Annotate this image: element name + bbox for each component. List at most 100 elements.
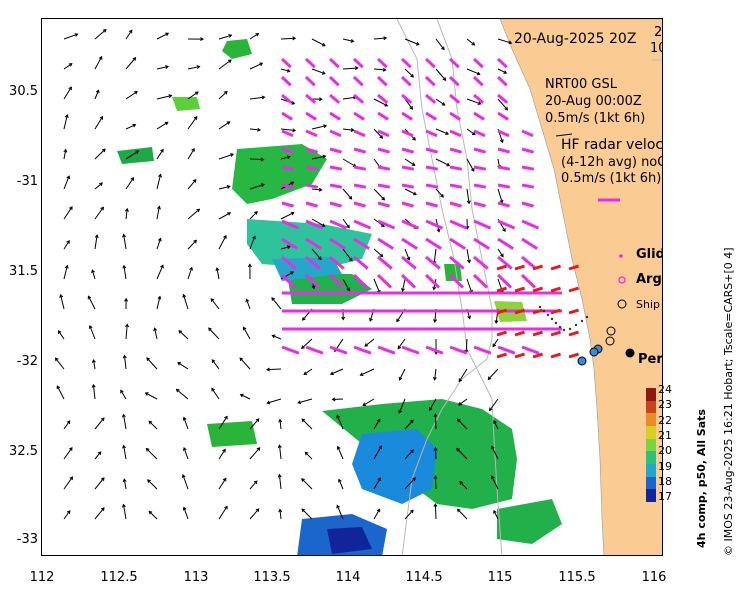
current-arrow-head	[322, 154, 327, 159]
current-arrow	[311, 38, 326, 47]
current-arrow	[146, 448, 158, 460]
colorbar-segment	[646, 413, 656, 427]
hf-radar-arrow	[401, 237, 419, 250]
current-arrow	[373, 37, 387, 40]
hf-radar-arrow	[305, 165, 319, 171]
current-arrow-head	[441, 46, 445, 51]
current-arrow	[404, 98, 413, 110]
current-arrow-head	[261, 95, 266, 100]
hf-radar-arrow	[401, 111, 413, 121]
current-arrow	[497, 188, 503, 203]
current-arrow	[272, 334, 282, 340]
current-arrow	[63, 175, 70, 190]
hf-radar-arrow	[424, 57, 436, 69]
current-arrow	[56, 385, 65, 400]
current-arrow	[342, 38, 354, 42]
current-arrow-head	[459, 481, 463, 485]
current-arrow-head	[196, 65, 201, 69]
current-arrow-head	[329, 371, 334, 376]
current-arrow	[457, 508, 468, 520]
current-arrow	[93, 359, 96, 370]
current-arrow-head	[69, 476, 74, 481]
hf-radar-arrow	[353, 147, 366, 154]
current-arrow	[466, 278, 473, 293]
current-arrow-head	[336, 504, 340, 509]
current-arrow	[218, 416, 228, 430]
hf-radar-arrow	[329, 93, 341, 104]
current-arrow	[125, 177, 134, 190]
current-arrow-head	[492, 343, 497, 348]
current-arrow-head	[100, 206, 104, 211]
current-arrow	[404, 188, 417, 196]
hf-radar-arrow	[449, 219, 468, 230]
hf-radar-arrow	[497, 237, 515, 250]
hf-radar-arrow	[448, 75, 460, 87]
current-arrow	[337, 446, 344, 460]
current-arrow-head	[63, 148, 68, 153]
current-arrow	[336, 415, 344, 430]
current-arrow-head	[97, 451, 102, 456]
current-arrow	[218, 153, 234, 160]
hf-radar-arrow	[449, 255, 465, 270]
current-arrow-head	[304, 451, 309, 456]
current-arrow	[435, 38, 445, 50]
current-arrow	[373, 477, 381, 490]
hf-radar-arrow	[425, 183, 439, 189]
hf-radar-arrow	[473, 219, 492, 230]
current-arrow	[338, 479, 344, 490]
map-plot[interactable]: 20-Aug-2025 20Z 200m 1000m NRT00 GSL 20-…	[41, 18, 663, 556]
ship-label: Ship	[636, 298, 660, 311]
colorbar-segment	[646, 451, 656, 465]
hf-radar-arrow	[328, 75, 340, 87]
isobath-200m	[396, 19, 503, 555]
current-arrow-head	[490, 475, 495, 480]
current-arrow	[456, 448, 468, 460]
current-arrow	[218, 449, 226, 460]
current-arrow	[249, 183, 265, 190]
current-arrow	[373, 188, 385, 201]
current-arrow	[466, 248, 470, 263]
current-arrow-head	[376, 418, 381, 423]
current-arrow-head	[227, 212, 232, 216]
current-arrow-head	[157, 295, 162, 300]
hf-radar-arrow	[377, 111, 389, 121]
hf-radar-arrow	[329, 183, 343, 189]
current-arrow-head	[125, 323, 130, 328]
current-arrow-head	[401, 288, 405, 293]
current-arrow-head	[476, 71, 481, 76]
current-arrow	[94, 116, 103, 130]
current-arrow-head	[286, 68, 291, 73]
current-arrow-head	[91, 269, 95, 274]
hf-radar-arrow	[352, 57, 364, 69]
current-arrow	[216, 267, 220, 280]
hf-radar-arrow	[449, 129, 462, 138]
current-arrow-head	[99, 115, 104, 120]
current-arrow	[278, 474, 282, 490]
hf-radar-arrow	[377, 129, 390, 138]
current-arrow-head	[178, 330, 183, 334]
hf-radar-arrow-red	[496, 330, 507, 337]
current-arrow	[177, 362, 189, 370]
hf-radar-arrow	[473, 165, 487, 171]
current-arrow	[373, 418, 381, 430]
colorbar-tick-label: 23	[658, 398, 672, 412]
current-arrow-head	[122, 354, 127, 359]
hf-radar-arrow	[424, 273, 441, 289]
current-arrow	[124, 355, 127, 370]
current-arrow	[373, 509, 381, 520]
current-arrow-head	[260, 157, 265, 162]
current-arrow-head	[502, 228, 506, 233]
current-arrow	[466, 38, 475, 46]
current-arrow-head	[189, 266, 193, 271]
current-arrow-head	[160, 264, 164, 269]
current-arrow	[249, 158, 264, 161]
current-arrow	[249, 128, 261, 131]
current-arrow-head	[291, 101, 296, 105]
current-arrow-head	[433, 319, 438, 323]
current-arrow	[466, 68, 480, 75]
current-arrow-head	[211, 387, 215, 392]
hf-radar-arrow	[473, 201, 486, 208]
current-arrow	[301, 418, 313, 430]
current-arrow	[311, 188, 322, 191]
sst-patch-teal-mid	[247, 219, 372, 269]
